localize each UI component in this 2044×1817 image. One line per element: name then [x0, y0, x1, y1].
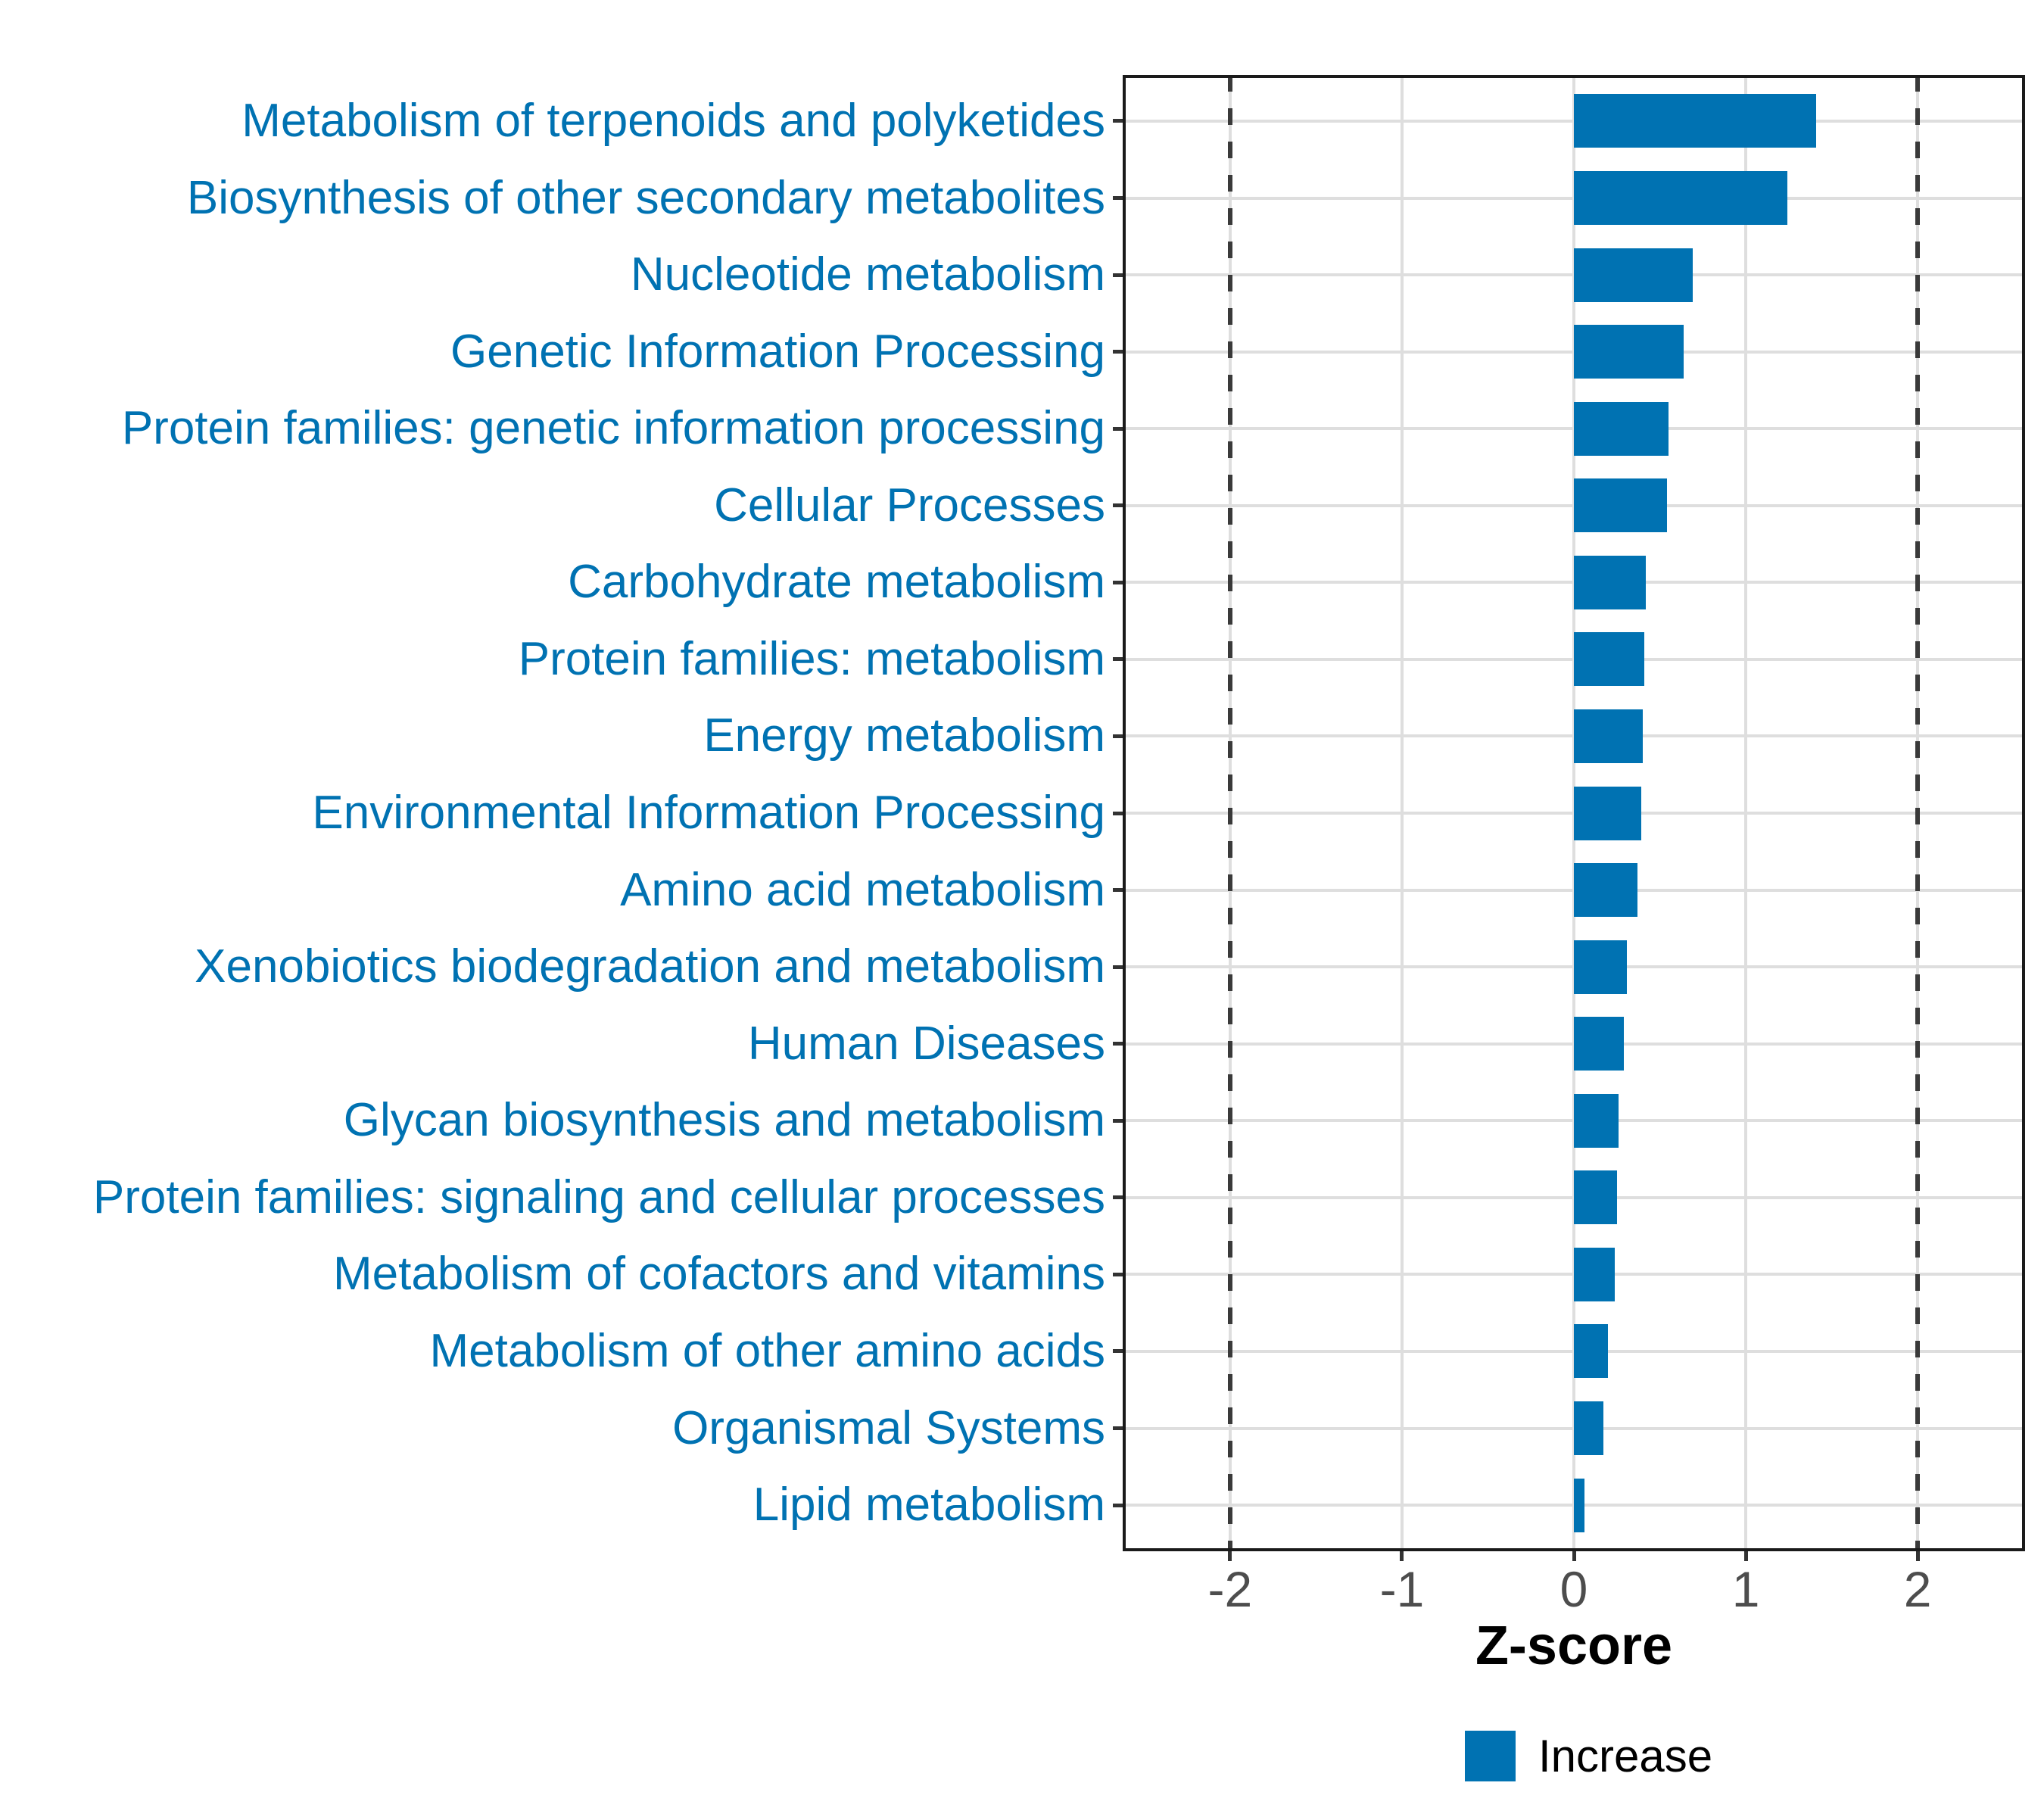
y-axis-tick [1113, 273, 1123, 277]
category-label: Biosynthesis of other secondary metaboli… [186, 171, 1105, 224]
x-axis-tick [1743, 1551, 1748, 1561]
category-label: Lipid metabolism [752, 1479, 1105, 1532]
y-axis-tick [1113, 503, 1123, 508]
y-axis-tick [1113, 734, 1123, 738]
legend: Increase [1465, 1730, 1712, 1781]
bar-metabolism-of-terpenoids-and-polyketides [1574, 94, 1817, 148]
bar-environmental-information-processing [1574, 786, 1641, 840]
x-tick-label--1: -1 [1379, 1561, 1425, 1617]
category-label: Nucleotide metabolism [630, 248, 1105, 301]
y-axis-tick [1113, 119, 1123, 123]
x-tick-label-2: 2 [1903, 1561, 1932, 1617]
x-tick-label-1: 1 [1731, 1561, 1760, 1617]
y-axis-tick [1113, 1272, 1123, 1276]
y-axis-tick [1113, 580, 1123, 584]
bar-metabolism-of-cofactors-and-vitamins [1574, 1247, 1616, 1301]
legend-increase-label: Increase [1538, 1730, 1713, 1781]
y-axis-tick [1113, 196, 1123, 200]
category-label: Human Diseases [747, 1017, 1105, 1070]
category-label: Carbohydrate metabolism [568, 556, 1105, 609]
category-label: Xenobiotics biodegradation and metabolis… [195, 940, 1105, 993]
bar-carbohydrate-metabolism [1574, 555, 1647, 609]
x-axis-tick [1572, 1551, 1576, 1561]
category-label: Genetic Information Processing [450, 325, 1105, 378]
category-label: Metabolism of terpenoids and polyketides [241, 94, 1105, 147]
x-tick-label-0: 0 [1559, 1561, 1588, 1617]
x-tick-label--2: -2 [1207, 1561, 1253, 1617]
category-label: Metabolism of cofactors and vitamins [333, 1248, 1105, 1301]
bar-protein-families-signaling-and-cellular-processes [1574, 1170, 1617, 1225]
y-axis-tick [1113, 1195, 1123, 1200]
y-axis-tick [1113, 657, 1123, 662]
dashed-reference-line-x-2 [1227, 75, 1232, 1551]
bar-xenobiotics-biodegradation-and-metabolism [1574, 940, 1628, 994]
category-label: Protein families: genetic information pr… [121, 402, 1105, 455]
x-axis-title: Z-score [1475, 1616, 1673, 1676]
y-axis-tick [1113, 888, 1123, 893]
category-label: Cellular Processes [714, 478, 1105, 531]
x-axis-tick [1915, 1551, 1920, 1561]
bar-lipid-metabolism [1574, 1478, 1584, 1532]
category-label: Amino acid metabolism [620, 863, 1105, 916]
dashed-reference-line-x2 [1915, 75, 1921, 1551]
category-label: Protein families: signaling and cellular… [92, 1170, 1105, 1223]
y-axis-tick [1113, 1349, 1123, 1354]
y-axis-tick [1113, 426, 1123, 431]
y-axis-tick [1113, 1503, 1123, 1507]
y-axis-tick [1113, 1042, 1123, 1046]
bar-genetic-information-processing [1574, 325, 1684, 379]
category-label: Organismal Systems [672, 1401, 1105, 1454]
category-label: Glycan biosynthesis and metabolism [343, 1094, 1105, 1147]
bar-protein-families-metabolism [1574, 632, 1645, 687]
bar-organismal-systems [1574, 1401, 1603, 1455]
bar-nucleotide-metabolism [1574, 248, 1693, 302]
category-label: Metabolism of other amino acids [429, 1324, 1105, 1377]
bar-energy-metabolism [1574, 709, 1643, 763]
legend-increase-swatch [1465, 1730, 1516, 1781]
y-axis-tick [1113, 1426, 1123, 1430]
x-axis-tick [1228, 1551, 1232, 1561]
y-axis-tick [1113, 811, 1123, 815]
bar-metabolism-of-other-amino-acids [1574, 1324, 1609, 1379]
category-label: Environmental Information Processing [312, 787, 1105, 839]
y-axis-tick [1113, 965, 1123, 969]
category-label: Energy metabolism [703, 709, 1105, 762]
y-axis-tick [1113, 1118, 1123, 1123]
bar-glycan-biosynthesis-and-metabolism [1574, 1093, 1619, 1148]
plot-panel [1123, 75, 2025, 1551]
bar-biosynthesis-of-other-secondary-metabolites [1574, 171, 1787, 225]
bar-amino-acid-metabolism [1574, 863, 1637, 918]
bar-protein-families-genetic-information-processing [1574, 401, 1669, 456]
y-axis-tick [1113, 350, 1123, 354]
x-axis-tick [1400, 1551, 1404, 1561]
category-label: Protein families: metabolism [518, 632, 1105, 685]
bar-cellular-processes [1574, 478, 1667, 533]
bar-human-diseases [1574, 1017, 1624, 1071]
